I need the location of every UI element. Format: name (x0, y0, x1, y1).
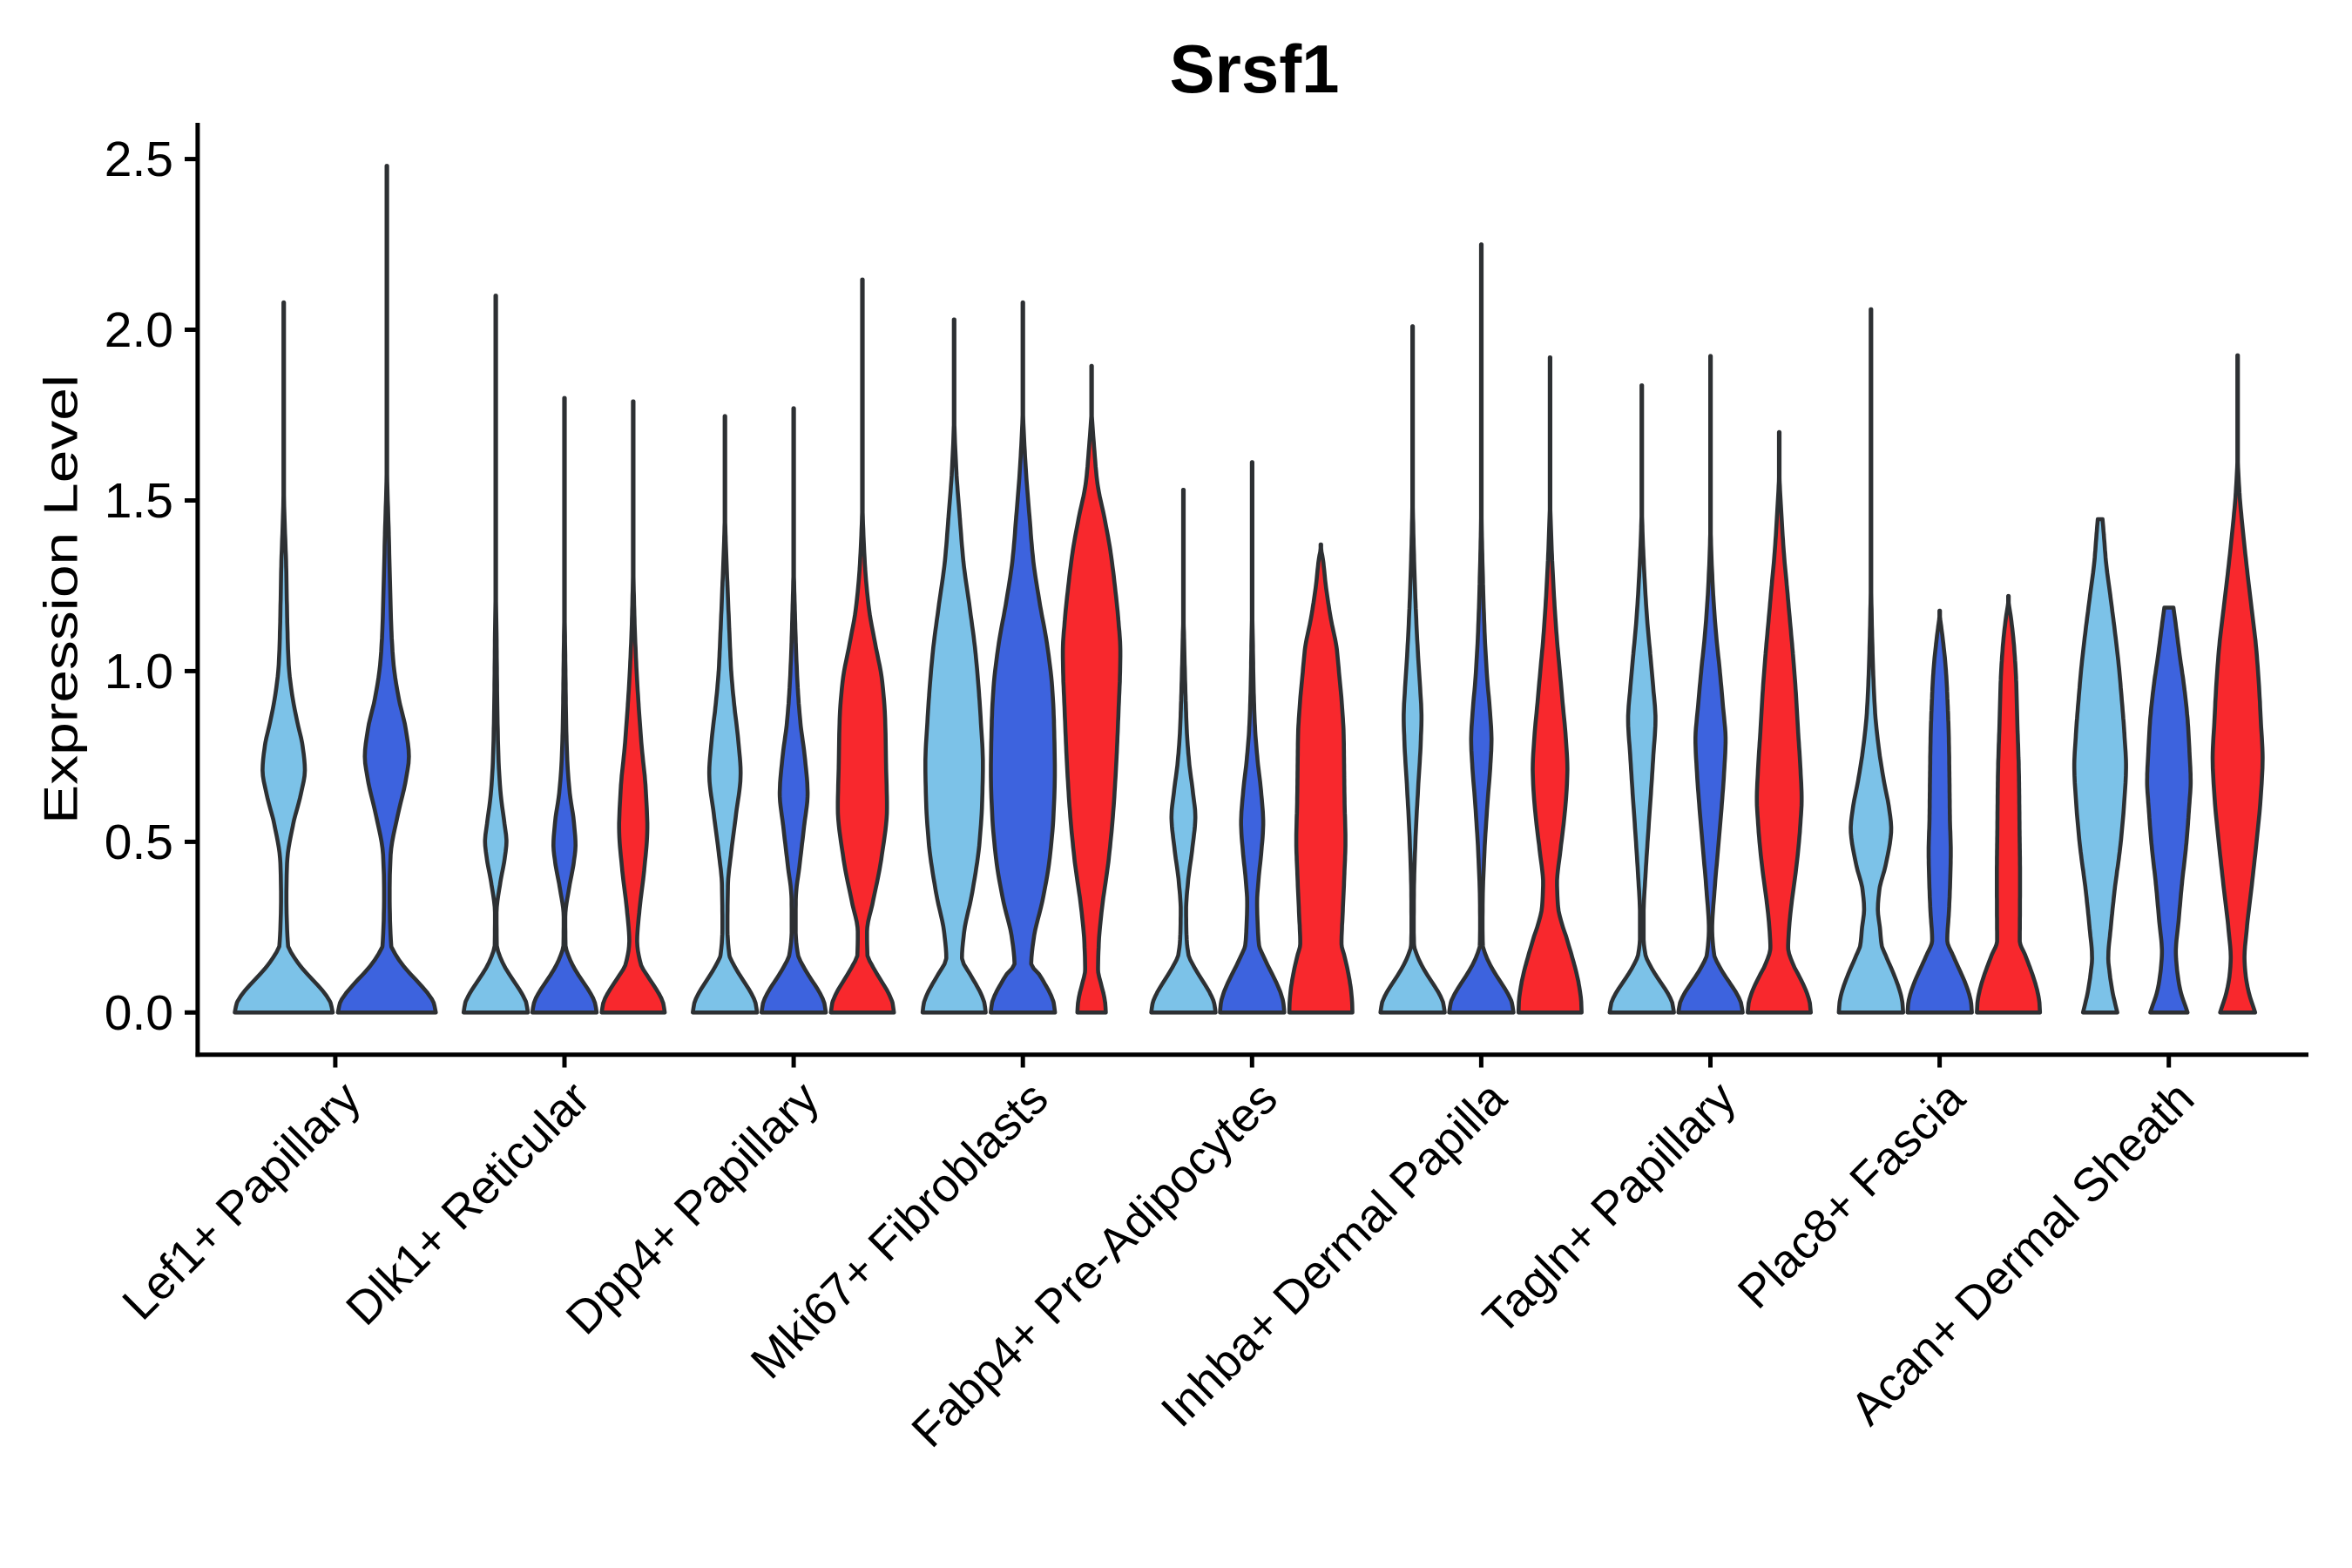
svg-text:2.0: 2.0 (105, 302, 173, 358)
svg-text:Srsf1: Srsf1 (1169, 30, 1339, 107)
svg-text:1.0: 1.0 (105, 644, 173, 700)
svg-text:Expression Level: Expression Level (34, 375, 88, 824)
svg-text:1.5: 1.5 (105, 473, 173, 529)
svg-text:0.5: 0.5 (105, 814, 173, 870)
svg-text:2.5: 2.5 (105, 132, 173, 187)
svg-text:0.0: 0.0 (105, 985, 173, 1041)
